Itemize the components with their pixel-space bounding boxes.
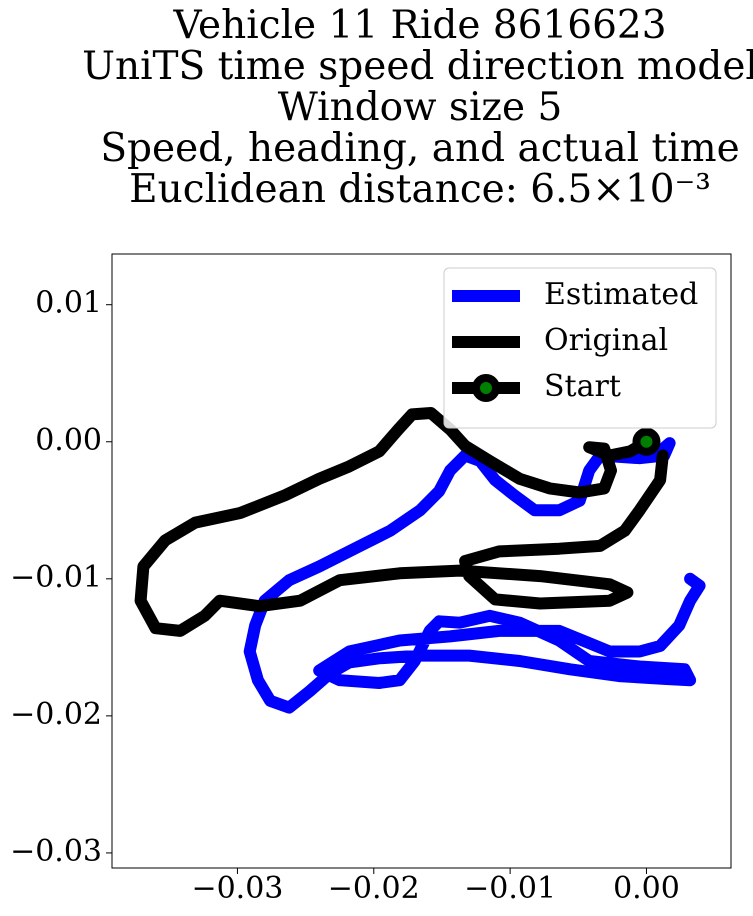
ticks: −0.03 −0.02 −0.01 0.00 −0.03 −0.02 −0.01 0.00 0.… (10, 286, 680, 906)
legend: Estimated Original Start (443, 267, 717, 429)
start-marker (632, 427, 661, 456)
y-tick-label: −0.01 (10, 560, 102, 595)
legend-label: Original (544, 323, 668, 358)
y-tick-label: 0.01 (35, 286, 102, 321)
x-tick-label: 0.00 (613, 871, 680, 906)
plot-area (134, 407, 706, 714)
x-tick-label: −0.01 (464, 871, 556, 906)
chart-title: Window size 5 (278, 85, 563, 130)
x-tick-label: −0.03 (191, 871, 283, 906)
legend-label: Start (544, 369, 621, 404)
legend-label: Estimated (544, 277, 698, 312)
chart-title: Euclidean distance: 6.5×10⁻³ (129, 167, 711, 212)
chart-title: Speed, heading, and actual time (100, 126, 739, 171)
y-tick-label: −0.02 (10, 697, 102, 732)
x-tick-label: −0.02 (328, 871, 420, 906)
series-line (243, 437, 706, 714)
chart-title: Vehicle 11 Ride 8616623 (172, 3, 666, 48)
y-tick-label: −0.03 (10, 834, 102, 869)
series-line (134, 407, 669, 637)
axes-frame (111, 253, 732, 869)
y-tick-label: 0.00 (35, 423, 102, 458)
chart-title: UniTS time speed direction model (82, 44, 753, 89)
legend-marker (472, 374, 500, 402)
